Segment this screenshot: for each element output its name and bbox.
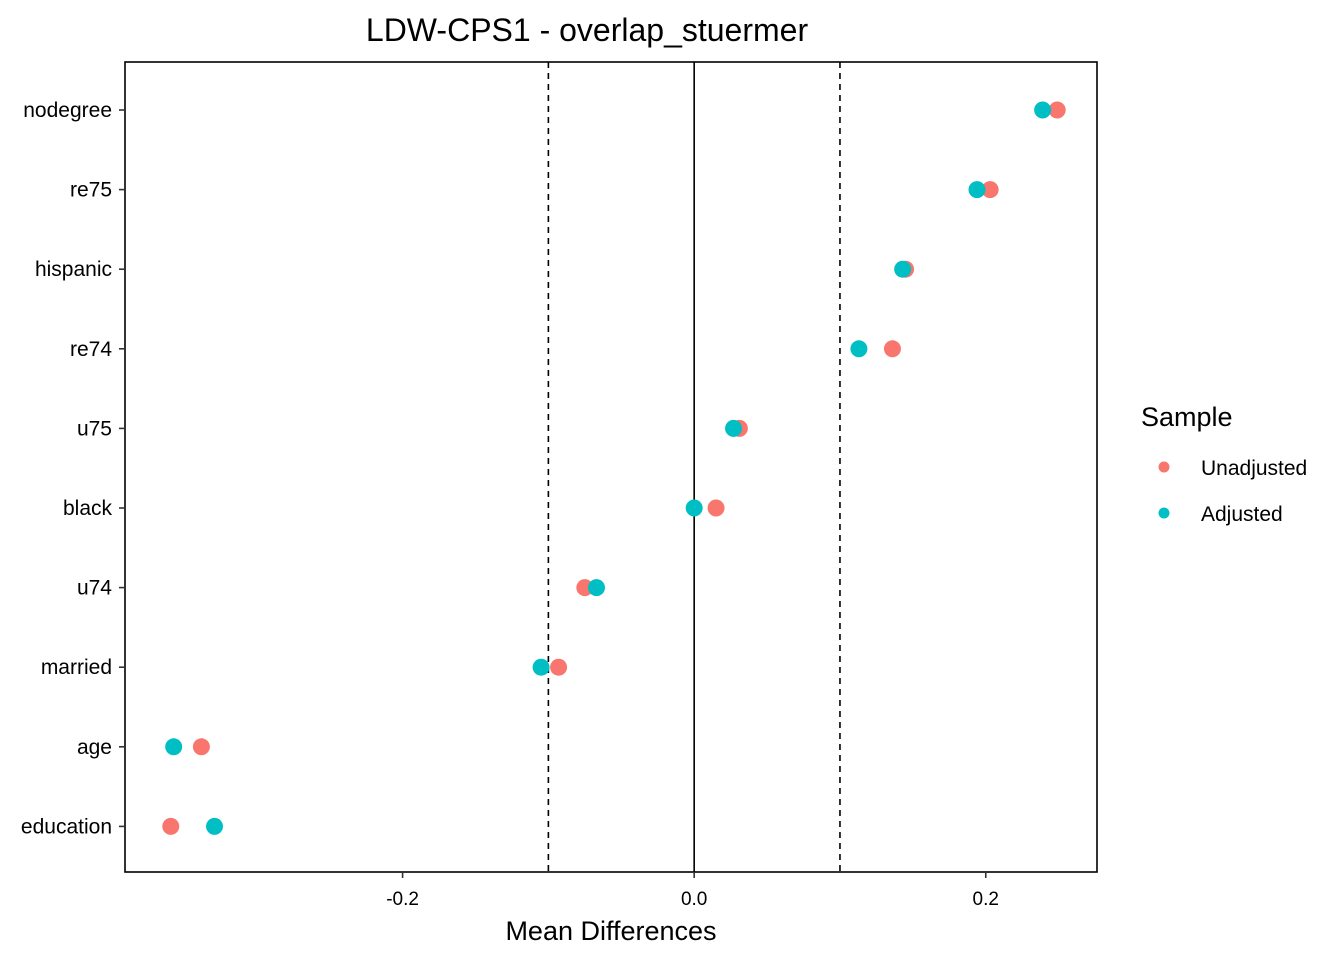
x-tick-label: 0.2 bbox=[973, 889, 999, 910]
plot-panel bbox=[124, 61, 1098, 873]
point-unadjusted-u74 bbox=[576, 579, 594, 597]
point-adjusted-re75 bbox=[968, 181, 986, 199]
point-unadjusted-re74 bbox=[883, 340, 901, 358]
point-adjusted-u75 bbox=[725, 419, 743, 437]
legend-label-adjusted: Adjusted bbox=[1201, 503, 1283, 526]
x-axis-label: Mean Differences bbox=[505, 916, 716, 946]
point-adjusted-nodegree bbox=[1034, 101, 1052, 119]
point-adjusted-age bbox=[165, 738, 183, 756]
y-tick-label: re75 bbox=[70, 179, 112, 202]
point-adjusted-education bbox=[206, 817, 224, 835]
y-axis: nodegree re75 hispanic re74 u75 black u74 marri… bbox=[21, 99, 125, 838]
x-axis: -0.2 0.0 0.2 bbox=[386, 872, 999, 910]
y-tick-label: hispanic bbox=[35, 258, 112, 281]
chart-title: LDW-CPS1 - overlap_stuermer bbox=[366, 12, 809, 48]
y-tick-label: education bbox=[21, 815, 112, 838]
point-adjusted-married bbox=[532, 658, 550, 676]
y-tick-label: re74 bbox=[70, 338, 112, 361]
legend-key-adjusted bbox=[1158, 507, 1170, 519]
point-adjusted-u74 bbox=[587, 579, 605, 597]
legend-key-unadjusted bbox=[1158, 461, 1170, 473]
legend-label-unadjusted: Unadjusted bbox=[1201, 457, 1307, 480]
y-tick-label: married bbox=[41, 656, 112, 679]
point-unadjusted-nodegree bbox=[1048, 101, 1066, 119]
series-unadjusted bbox=[162, 101, 1066, 835]
legend-title: Sample bbox=[1141, 402, 1233, 432]
point-unadjusted-married bbox=[550, 658, 568, 676]
legend: Sample Unadjusted Adjusted bbox=[1141, 402, 1307, 526]
y-tick-label: black bbox=[63, 497, 113, 520]
point-adjusted-re74 bbox=[850, 340, 868, 358]
x-tick-label: 0.0 bbox=[681, 889, 707, 910]
data-points bbox=[162, 101, 1066, 835]
point-unadjusted-re75 bbox=[981, 181, 999, 199]
series-adjusted bbox=[165, 101, 1052, 835]
y-tick-label: u75 bbox=[77, 417, 112, 440]
point-adjusted-hispanic bbox=[894, 260, 912, 278]
point-unadjusted-black bbox=[707, 499, 725, 517]
y-tick-label: u74 bbox=[77, 577, 112, 600]
reference-lines bbox=[547, 62, 841, 872]
point-unadjusted-age bbox=[192, 738, 210, 756]
y-tick-label: nodegree bbox=[23, 99, 112, 122]
x-tick-label: -0.2 bbox=[386, 889, 419, 910]
point-unadjusted-education bbox=[162, 817, 180, 835]
point-adjusted-black bbox=[685, 499, 703, 517]
y-tick-label: age bbox=[77, 736, 112, 759]
